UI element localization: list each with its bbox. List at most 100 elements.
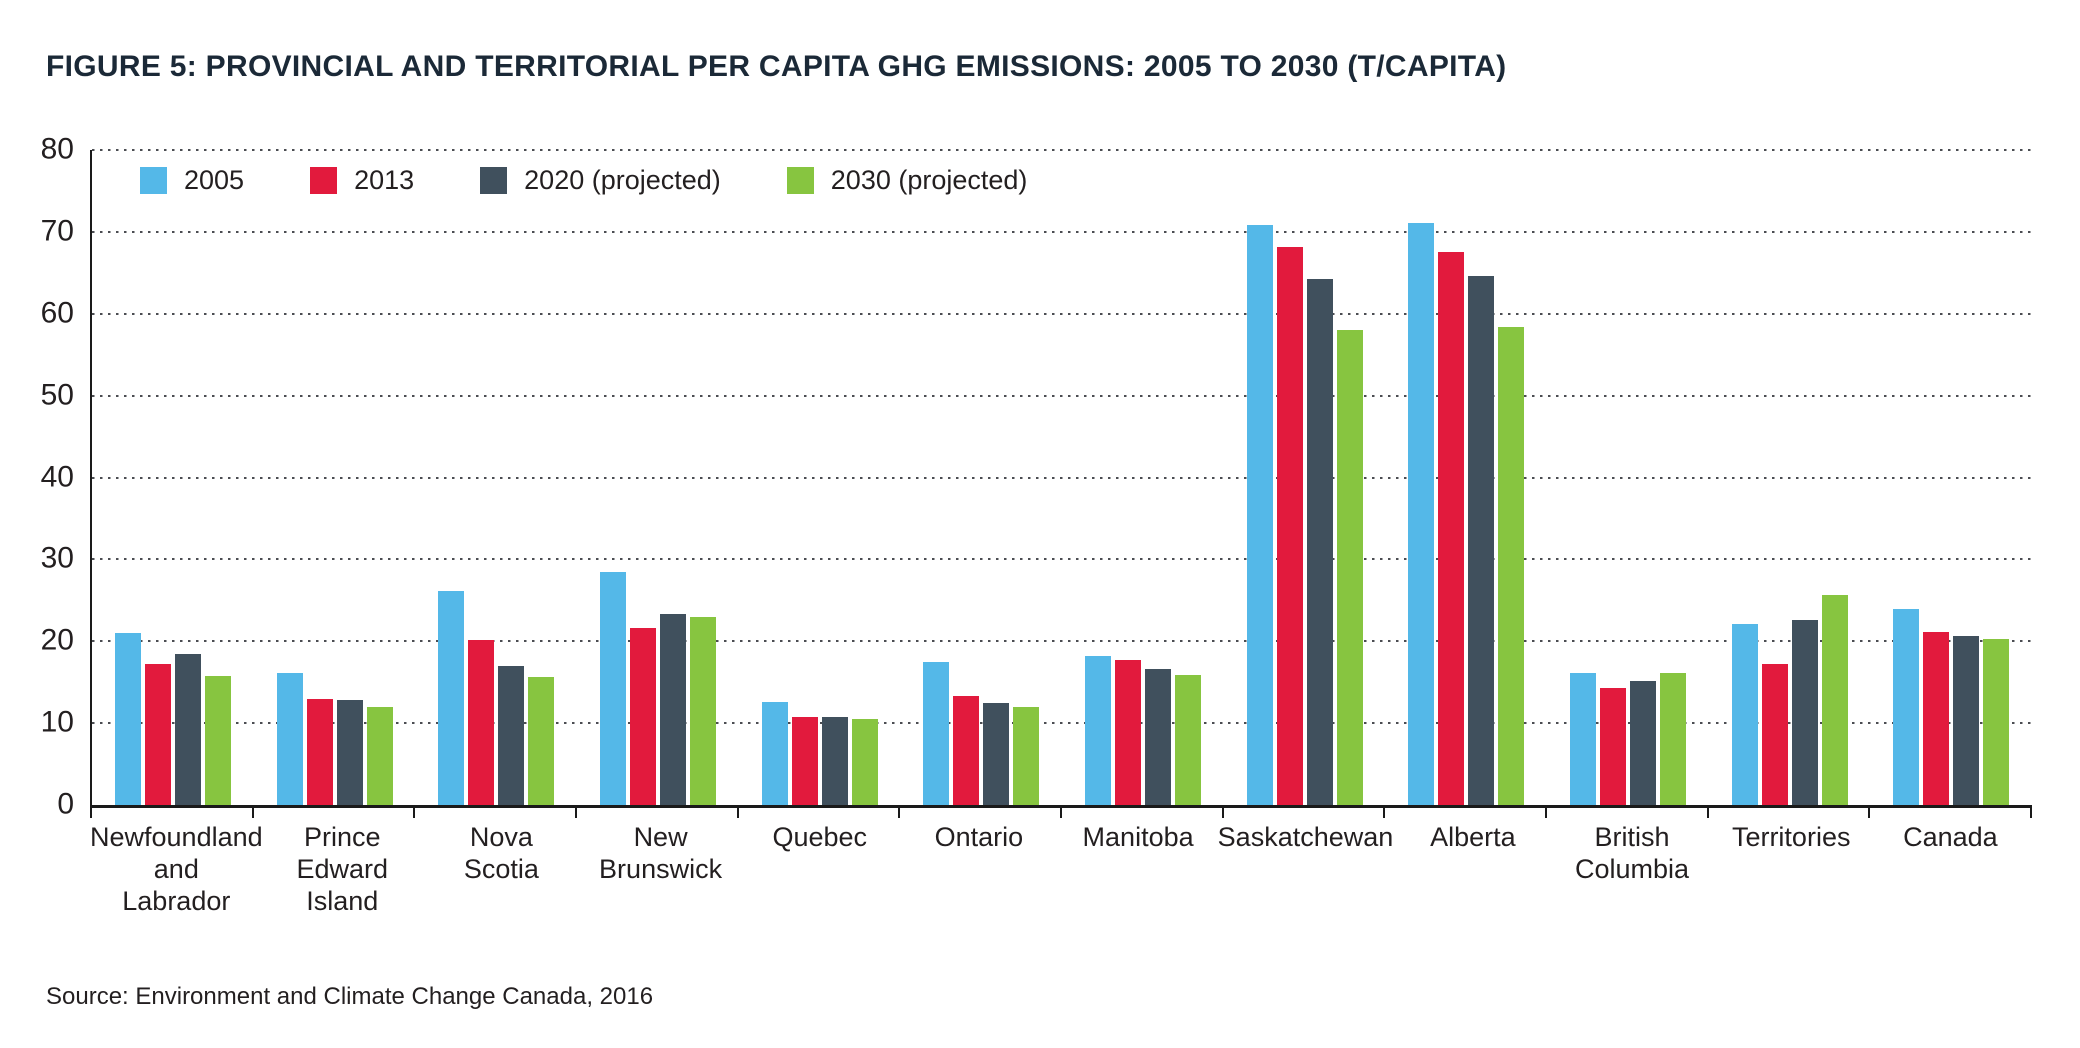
bar-manitoba-2005 <box>1084 656 1111 805</box>
bar-group-prince <box>254 150 416 805</box>
bar-canada-2030-projected <box>1983 638 2010 805</box>
gridline-10 <box>92 722 2032 725</box>
y-axis-label-70: 70 <box>40 214 74 248</box>
legend-item-2005: 2005 <box>140 165 244 196</box>
x-axis-labels: Newfoundland and Labrador Prince Edward I… <box>90 822 2030 918</box>
gridline-80 <box>92 149 2032 151</box>
x-axis-label-alberta: Alberta <box>1430 822 1516 852</box>
bar-groups <box>92 150 2032 805</box>
x-axis-tick <box>898 808 901 818</box>
bar-quebec-2020-projected <box>821 717 848 805</box>
gridline-60 <box>92 312 2032 315</box>
legend-label: 2005 <box>184 165 245 195</box>
bar-group-ontario <box>900 150 1062 805</box>
bar-british-2020-projected <box>1629 680 1656 805</box>
x-axis-label-canada: Canada <box>1903 822 1998 852</box>
bar-ontario-2020-projected <box>983 702 1010 805</box>
legend-label: 2020 (projected) <box>524 165 721 195</box>
legend: 2005 2013 2020 (projected) 2030 (projected) <box>140 165 1027 196</box>
figure-title: FIGURE 5: PROVINCIAL AND TERRITORIAL PER… <box>46 50 1507 83</box>
y-axis-label-60: 60 <box>40 296 74 330</box>
bar-group-territories <box>1709 150 1871 805</box>
legend-label: 2013 <box>354 165 415 195</box>
x-axis-label-newfoundland: Newfoundland and Labrador <box>90 822 263 916</box>
legend-item-2013: 2013 <box>310 165 414 196</box>
bar-territories-2005 <box>1731 624 1758 805</box>
bar-newfoundland-2020-projected <box>174 653 201 805</box>
bar-prince-2013 <box>306 698 333 805</box>
bar-nova-2020-projected <box>498 665 525 805</box>
bar-saskatchewan-2020-projected <box>1306 278 1333 805</box>
x-axis-label-new: New Brunswick <box>599 822 723 884</box>
bar-alberta-2030-projected <box>1498 326 1525 805</box>
bar-group-quebec <box>739 150 901 805</box>
bar-canada-2013 <box>1923 632 1950 805</box>
legend-swatch-2030-projected <box>786 167 814 194</box>
y-axis-label-0: 0 <box>57 787 74 821</box>
gridline-50 <box>92 394 2032 397</box>
y-axis-label-10: 10 <box>40 705 74 739</box>
bar-group-newfoundland <box>92 150 254 805</box>
bar-prince-2005 <box>276 673 303 805</box>
gridline-30 <box>92 558 2032 561</box>
bar-new-2030-projected <box>689 616 716 805</box>
bar-manitoba-2030-projected <box>1174 674 1201 805</box>
bar-ontario-2013 <box>953 696 980 805</box>
bar-prince-2030-projected <box>366 706 393 805</box>
legend-label: 2030 (projected) <box>830 165 1028 195</box>
x-axis-tick <box>1060 808 1062 818</box>
bar-british-2030-projected <box>1659 673 1686 805</box>
bar-newfoundland-2005 <box>114 633 141 805</box>
gridline-20 <box>92 640 2032 643</box>
x-axis-label-quebec: Quebec <box>772 822 868 852</box>
bar-manitoba-2020-projected <box>1144 669 1171 805</box>
bar-group-manitoba <box>1062 150 1224 805</box>
bar-british-2013 <box>1599 687 1626 805</box>
legend-item-2020-projected: 2020 (projected) <box>480 165 721 196</box>
gridline-40 <box>92 476 2032 479</box>
x-axis-tick <box>251 808 254 818</box>
y-axis-label-40: 40 <box>40 459 74 493</box>
plot-area: 2005 2013 2020 (projected) 2030 (projected) <box>90 149 2032 808</box>
bar-nova-2005 <box>438 590 465 805</box>
x-axis-tick <box>90 808 92 818</box>
bar-group-canada <box>1870 150 2032 805</box>
bar-nova-2030-projected <box>528 677 555 805</box>
bar-saskatchewan-2005 <box>1246 225 1273 805</box>
bar-canada-2005 <box>1893 609 1920 805</box>
bar-canada-2020-projected <box>1953 635 1980 805</box>
x-axis-label-prince: Prince Edward Island <box>296 822 388 916</box>
legend-swatch-2005 <box>140 167 167 194</box>
bar-territories-2020-projected <box>1791 619 1818 805</box>
x-axis-tick <box>2030 808 2032 818</box>
bar-group-alberta <box>1385 150 1547 805</box>
legend-swatch-2020-projected <box>480 167 508 194</box>
gridline-70 <box>92 230 2032 233</box>
bar-quebec-2030-projected <box>851 719 878 805</box>
x-axis-tick <box>1383 808 1386 818</box>
bar-saskatchewan-2030-projected <box>1336 330 1363 805</box>
y-axis-label-20: 20 <box>40 623 74 657</box>
x-axis-tick <box>1545 808 1547 818</box>
x-axis-tick <box>1221 808 1224 818</box>
bar-new-2005 <box>599 572 626 805</box>
legend-swatch-2013 <box>310 167 338 194</box>
x-axis-tick <box>1706 808 1709 818</box>
bar-new-2013 <box>629 628 656 805</box>
y-axis-label-30: 30 <box>40 541 74 575</box>
bar-alberta-2005 <box>1408 222 1435 805</box>
bar-manitoba-2013 <box>1114 660 1141 805</box>
y-axis-label-80: 80 <box>40 132 74 166</box>
bar-ontario-2005 <box>923 661 950 805</box>
x-axis-tick <box>1868 808 1871 818</box>
x-axis-label-ontario: Ontario <box>934 822 1024 852</box>
x-axis-label-nova: Nova Scotia <box>463 822 539 884</box>
bar-new-2020-projected <box>659 614 686 805</box>
bar-group-saskatchewan <box>1224 150 1386 805</box>
bar-newfoundland-2013 <box>144 664 171 805</box>
bar-quebec-2013 <box>791 717 818 805</box>
bar-newfoundland-2030-projected <box>204 676 231 805</box>
bar-group-british <box>1547 150 1709 805</box>
bar-british-2005 <box>1569 673 1596 805</box>
